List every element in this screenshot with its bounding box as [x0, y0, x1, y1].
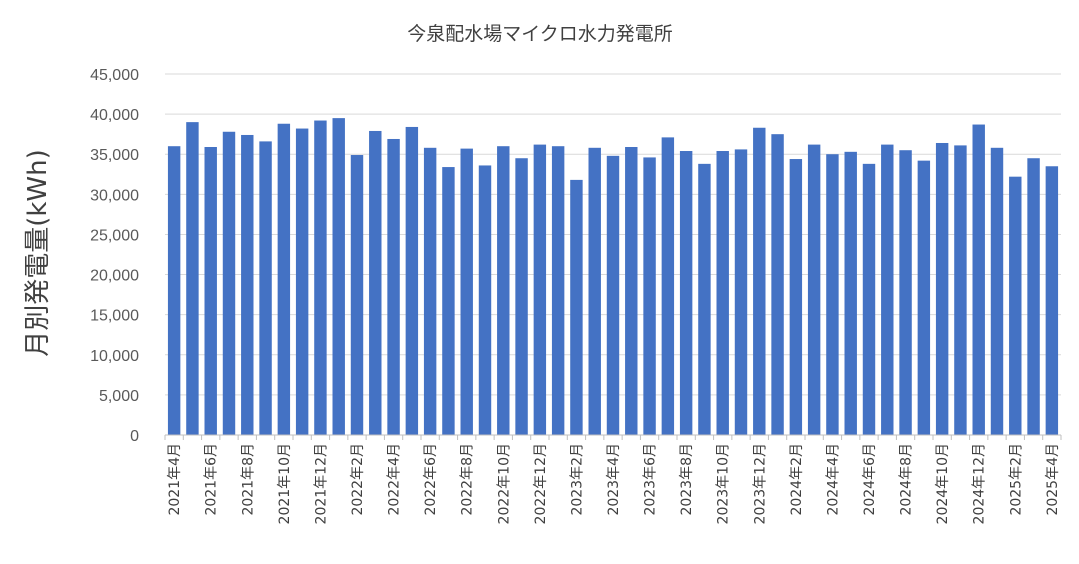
bar: [1027, 158, 1040, 436]
y-tick-label: 40,000: [90, 107, 139, 124]
x-tick-label: 2023年12月: [752, 443, 768, 524]
bar: [186, 122, 199, 435]
bar: [551, 146, 565, 435]
y-tick-label: 45,000: [90, 67, 139, 84]
x-tick-label: 2023年2月: [569, 443, 585, 516]
bar: [679, 151, 693, 435]
x-tick-label: 2022年8月: [460, 443, 476, 516]
bar: [515, 158, 528, 436]
y-axis-ticks: 0 5,000 10,000 15,000 20,000 25,000 30,000 35,0…: [90, 67, 139, 445]
bar: [533, 144, 547, 435]
bar: [204, 147, 217, 435]
y-tick-label: 15,000: [90, 308, 139, 325]
bar: [167, 146, 181, 435]
bar: [862, 163, 876, 435]
bar: [1009, 176, 1022, 435]
bar: [753, 127, 766, 435]
bar: [314, 120, 327, 435]
x-tick-label: 2024年8月: [899, 443, 915, 516]
x-tick-label: 2022年6月: [423, 443, 439, 516]
bar: [277, 123, 291, 436]
bar: [570, 179, 583, 435]
x-tick-label: 2021年6月: [204, 443, 220, 516]
bar: [369, 130, 382, 435]
x-tick-label: 2024年10月: [935, 443, 951, 524]
x-tick-label: 2024年2月: [789, 443, 805, 516]
y-tick-label: 35,000: [90, 147, 139, 164]
bar: [643, 157, 656, 435]
bar: [698, 163, 711, 435]
bar: [405, 126, 419, 435]
bar: [387, 138, 400, 436]
bar: [826, 154, 839, 435]
x-tick-label: 2025年4月: [1045, 443, 1061, 516]
bar: [734, 149, 748, 435]
y-tick-label: 20,000: [90, 268, 139, 285]
x-tick-label: 2023年10月: [716, 443, 732, 524]
x-tick-label: 2021年8月: [240, 443, 256, 516]
x-tick-label: 2024年6月: [862, 443, 878, 516]
x-tick-label: 2024年4月: [825, 443, 841, 516]
bar: [917, 160, 931, 435]
bar: [588, 147, 601, 436]
x-tick-label: 2022年10月: [496, 443, 512, 524]
bar: [259, 141, 272, 435]
bar: [478, 165, 492, 435]
x-tick-label: 2025年2月: [1008, 443, 1024, 516]
bar: [716, 151, 729, 435]
x-tick-label: 2021年10月: [277, 443, 293, 524]
bar: [789, 159, 803, 436]
bar: [460, 148, 473, 436]
x-axis-ticks: 2021年4月 2021年6月 2021年8月 2021年10月 2021年12月 202…: [164, 435, 1062, 524]
bar: [990, 147, 1004, 436]
chart-title: 今泉配水場マイクロ水力発電所: [407, 23, 673, 45]
bar: [954, 145, 967, 435]
bar: [332, 118, 345, 436]
bar: [606, 155, 620, 435]
bar: [350, 155, 364, 435]
bar: [807, 144, 821, 435]
bar: [661, 137, 675, 435]
x-tick-label: 2023年4月: [606, 443, 622, 516]
y-tick-label: 5,000: [99, 388, 139, 405]
y-tick-label: 30,000: [90, 187, 139, 204]
x-tick-label: 2024年12月: [972, 443, 988, 524]
x-tick-label: 2022年12月: [533, 443, 549, 524]
y-axis-label: 月別発電量(kWh): [23, 149, 53, 357]
x-tick-label: 2022年2月: [350, 443, 366, 516]
y-tick-label: 10,000: [90, 348, 139, 365]
bar: [222, 131, 236, 435]
bar: [935, 142, 949, 436]
bar: [972, 124, 985, 435]
x-tick-label: 2021年4月: [167, 443, 183, 516]
bar: [625, 147, 638, 435]
bar: [295, 128, 309, 436]
bar: [881, 144, 894, 435]
x-tick-label: 2021年12月: [313, 443, 329, 524]
bar: [423, 147, 437, 436]
bar: [1045, 166, 1059, 435]
bar: [442, 167, 455, 435]
y-tick-label: 0: [130, 428, 139, 445]
x-tick-label: 2022年4月: [387, 443, 403, 516]
x-tick-label: 2023年6月: [643, 443, 659, 516]
bar: [497, 146, 510, 435]
bar: [899, 150, 912, 435]
x-tick-label: 2023年8月: [679, 443, 695, 516]
bars: [167, 118, 1059, 436]
bar: [241, 134, 254, 435]
bar: [844, 151, 857, 435]
bar: [771, 134, 784, 436]
y-tick-label: 25,000: [90, 227, 139, 244]
